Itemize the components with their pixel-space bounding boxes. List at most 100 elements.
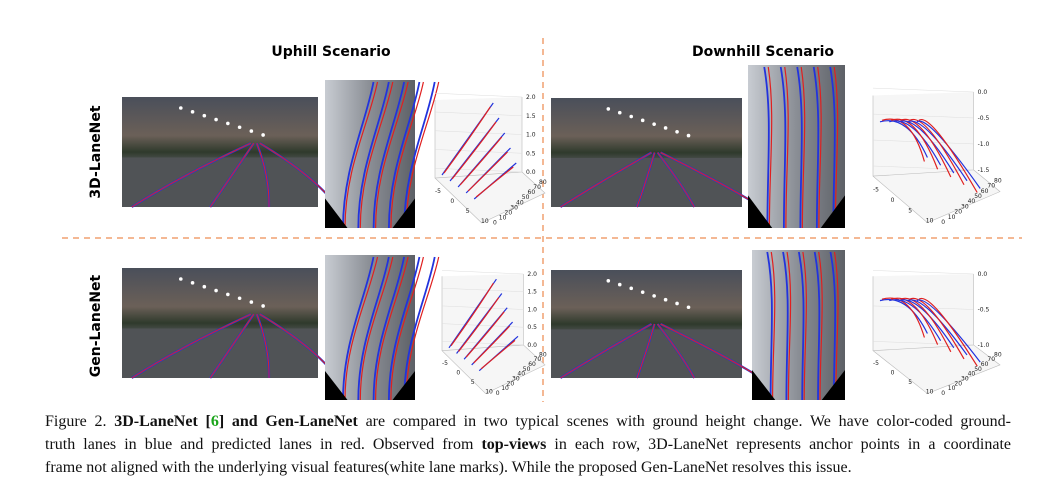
- street-light: [249, 129, 254, 133]
- lane: [907, 299, 968, 356]
- lane: [770, 251, 776, 401]
- lane: [209, 313, 255, 379]
- y-tick-label: 30: [961, 376, 969, 383]
- lane: [891, 118, 939, 170]
- z-tick-label: 0.0: [527, 342, 537, 349]
- caption-line: truth lanes in blue and predicted lanes …: [45, 433, 1011, 456]
- street-light: [640, 290, 645, 294]
- street-light: [686, 133, 691, 138]
- caption-text: Figure 2.: [45, 413, 115, 430]
- lane: [359, 81, 394, 229]
- x-tick-label: 5: [471, 379, 475, 386]
- street-light: [652, 294, 656, 298]
- road: [122, 328, 318, 378]
- lane: [450, 282, 494, 347]
- lane: [388, 81, 421, 229]
- grid-line: [441, 305, 524, 310]
- lane: [131, 142, 251, 208]
- lane: [797, 251, 805, 401]
- street-light: [617, 282, 622, 287]
- x-tick-label: 0: [450, 198, 454, 205]
- y-tick-label: 40: [517, 371, 525, 378]
- z-tick-label: -1.0: [978, 141, 990, 148]
- lane: [900, 297, 952, 353]
- lane: [881, 118, 925, 162]
- lane: [881, 297, 925, 338]
- row-label: Gen-LaneNet: [88, 274, 104, 377]
- z-tick-label: 1.0: [527, 306, 537, 313]
- street-light: [663, 297, 668, 302]
- street-light: [190, 281, 195, 285]
- x-tick-label: 10: [481, 218, 489, 225]
- x-tick-label: 5: [466, 208, 470, 215]
- lane: [475, 166, 514, 198]
- lane: [375, 81, 409, 229]
- mask: [821, 370, 845, 400]
- lane: [907, 120, 968, 182]
- lane: [375, 256, 409, 401]
- lane: [357, 256, 390, 401]
- lane: [459, 136, 503, 186]
- caption-text: 6: [210, 413, 219, 430]
- y-tick-label: 10: [499, 214, 507, 221]
- lane: [829, 66, 836, 229]
- mask: [392, 198, 415, 228]
- lane: [344, 256, 379, 401]
- lane: [818, 251, 823, 401]
- plot-frame: [441, 274, 546, 394]
- y-tick-label: 80: [994, 177, 1002, 184]
- x-tick-label: -5: [873, 360, 879, 367]
- street-light: [237, 125, 242, 130]
- lane: [372, 81, 405, 229]
- y-tick-label: 70: [534, 356, 542, 363]
- z-tick-label: 2.0: [527, 271, 537, 278]
- lane: [467, 151, 508, 192]
- y-tick-label: 10: [501, 385, 509, 392]
- street-light: [190, 110, 195, 114]
- lane: [786, 251, 792, 401]
- lane: [918, 118, 978, 193]
- z-tick-label: 1.5: [526, 113, 536, 120]
- y-tick-label: 50: [522, 194, 530, 201]
- lane: [898, 299, 955, 349]
- lane: [766, 251, 773, 401]
- street-light: [261, 133, 265, 137]
- grid-line: [872, 341, 974, 346]
- street-light: [640, 118, 645, 123]
- z-tick-label: 2.0: [526, 94, 536, 101]
- lane: [256, 143, 270, 208]
- lane: [458, 297, 500, 352]
- y-tick-label: 70: [533, 184, 541, 191]
- lane: [916, 120, 981, 189]
- caption: Figure 2. 3D-LaneNet [6] and Gen-LaneNet…: [45, 410, 1011, 479]
- x-tick-label: 10: [926, 218, 934, 225]
- grid-line: [872, 113, 974, 119]
- lane: [405, 81, 440, 229]
- lane: [344, 81, 379, 229]
- lane: [800, 66, 806, 229]
- z-tick-label: 0.5: [527, 324, 537, 331]
- lane: [889, 299, 942, 341]
- row-label: 3D-LaneNet: [88, 105, 104, 198]
- grid-line: [872, 270, 974, 275]
- y-tick-label: 40: [968, 198, 976, 205]
- lane: [802, 251, 807, 401]
- street-light: [179, 106, 183, 110]
- y-tick-label: 70: [987, 183, 995, 190]
- lane: [782, 251, 789, 401]
- lane: [443, 106, 491, 174]
- bev-image: [748, 65, 845, 228]
- mask: [752, 370, 776, 400]
- x-tick-label: 0: [891, 197, 895, 204]
- lane: [209, 142, 255, 208]
- caption-text: truth lanes in blue and predicted lanes …: [45, 436, 482, 453]
- street-light: [686, 305, 691, 310]
- lane: [779, 66, 787, 229]
- lane: [916, 299, 981, 363]
- caption-line: Figure 2. 3D-LaneNet [6] and Gen-LaneNet…: [45, 410, 1011, 433]
- y-tick-label: 50: [974, 366, 982, 373]
- y-tick-label: 60: [981, 361, 989, 368]
- z-tick-label: -0.5: [978, 306, 990, 313]
- lane: [879, 299, 928, 334]
- grid-line: [872, 87, 974, 93]
